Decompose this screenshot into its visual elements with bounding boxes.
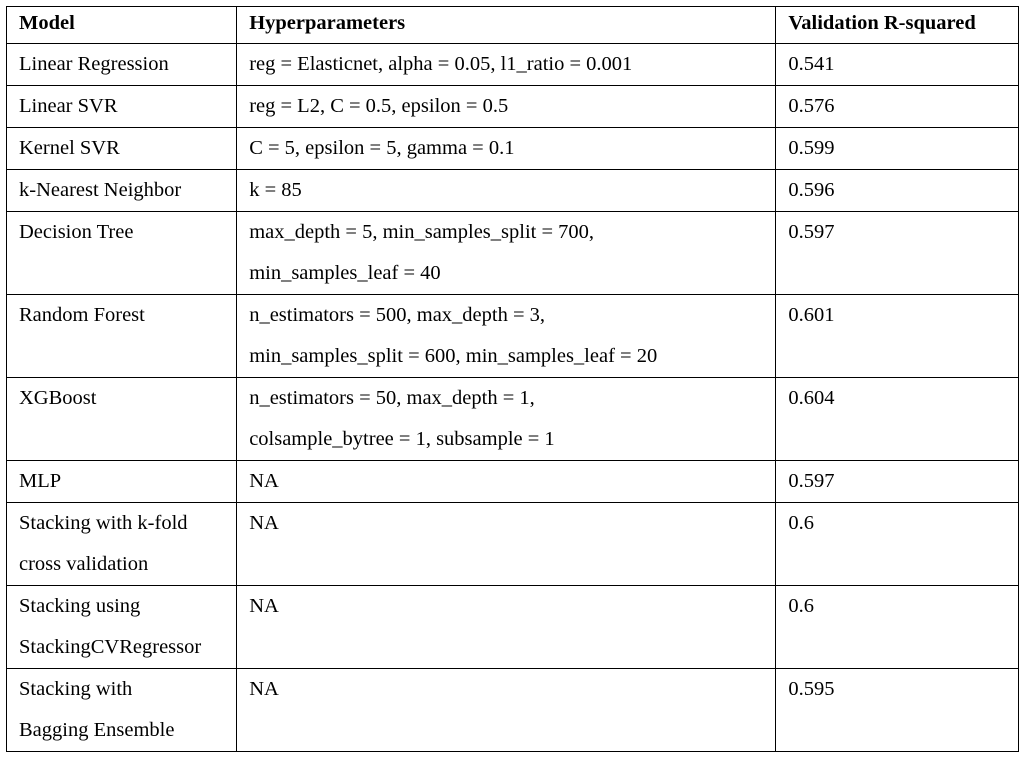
model-name: Linear Regression bbox=[19, 53, 169, 75]
table-row: k-Nearest Neighbor k = 85 0.596 bbox=[5, 169, 1019, 212]
model-name: Decision Tree bbox=[19, 221, 134, 243]
table-row: Linear SVR reg = L2, C = 0.5, epsilon = … bbox=[5, 85, 1019, 128]
r-squared-cell: 0.597 bbox=[775, 460, 1019, 503]
hyperparameters-text: colsample_bytree = 1, subsample = 1 bbox=[249, 428, 555, 450]
hyperparameters-cell: k = 85 bbox=[236, 169, 777, 212]
table-row: Stacking using StackingCVRegressor NA 0.… bbox=[5, 585, 1019, 669]
hyperparameters-cell: max_depth = 5, min_samples_split = 700, … bbox=[236, 211, 777, 295]
table-row: Stacking with k-fold cross validation NA… bbox=[5, 502, 1019, 586]
model-cell: Random Forest bbox=[5, 294, 238, 378]
hyperparameters-text: reg = Elasticnet, alpha = 0.05, l1_ratio… bbox=[249, 53, 633, 75]
header-row: Model Hyperparameters Validation R-squar… bbox=[5, 6, 1019, 44]
hyperparameters-cell: n_estimators = 50, max_depth = 1, colsam… bbox=[236, 377, 777, 461]
hyperparameters-text: NA bbox=[249, 595, 279, 617]
hyperparameters-text: max_depth = 5, min_samples_split = 700, bbox=[249, 221, 595, 243]
table-row: MLP NA 0.597 bbox=[5, 460, 1019, 503]
r-squared-cell: 0.597 bbox=[775, 211, 1019, 295]
hyperparameters-cell: NA bbox=[236, 460, 777, 503]
r-squared-cell: 0.599 bbox=[775, 127, 1019, 170]
hyperparameters-text: NA bbox=[249, 512, 279, 534]
header-model: Model bbox=[5, 6, 238, 44]
r-squared-cell: 0.6 bbox=[775, 502, 1019, 586]
hyperparameters-cell: reg = L2, C = 0.5, epsilon = 0.5 bbox=[236, 85, 777, 128]
hyperparameters-cell: reg = Elasticnet, alpha = 0.05, l1_ratio… bbox=[236, 43, 777, 86]
r-squared-cell: 0.596 bbox=[775, 169, 1019, 212]
hyperparameters-text: min_samples_split = 600, min_samples_lea… bbox=[249, 345, 658, 367]
r-squared-cell: 0.601 bbox=[775, 294, 1019, 378]
r-squared-cell: 0.595 bbox=[775, 668, 1019, 752]
hyperparameters-cell: NA bbox=[236, 668, 777, 752]
model-name: StackingCVRegressor bbox=[19, 636, 202, 658]
model-name: Bagging Ensemble bbox=[19, 719, 175, 741]
model-cell: MLP bbox=[5, 460, 238, 503]
model-name: cross validation bbox=[19, 553, 149, 575]
hyperparameters-text: n_estimators = 50, max_depth = 1, bbox=[249, 387, 535, 409]
table-row: Stacking with Bagging Ensemble NA 0.595 bbox=[5, 668, 1019, 752]
hyperparameters-cell: C = 5, epsilon = 5, gamma = 0.1 bbox=[236, 127, 777, 170]
hyperparameters-text: NA bbox=[249, 470, 279, 492]
hyperparameters-cell: n_estimators = 500, max_depth = 3, min_s… bbox=[236, 294, 777, 378]
model-name: Stacking using bbox=[19, 595, 141, 617]
r-squared-cell: 0.576 bbox=[775, 85, 1019, 128]
header-validation-r-squared: Validation R-squared bbox=[775, 6, 1019, 44]
model-cell: Linear SVR bbox=[5, 85, 238, 128]
hyperparameters-text: reg = L2, C = 0.5, epsilon = 0.5 bbox=[249, 95, 509, 117]
table-row: XGBoost n_estimators = 50, max_depth = 1… bbox=[5, 377, 1019, 461]
r-squared-cell: 0.541 bbox=[775, 43, 1019, 86]
table-row: Decision Tree max_depth = 5, min_samples… bbox=[5, 211, 1019, 295]
table-row: Random Forest n_estimators = 500, max_de… bbox=[5, 294, 1019, 378]
model-name: MLP bbox=[19, 470, 62, 492]
model-name: Stacking with bbox=[19, 678, 133, 700]
model-cell: Stacking with Bagging Ensemble bbox=[5, 668, 238, 752]
table-row: Linear Regression reg = Elasticnet, alph… bbox=[5, 43, 1019, 86]
hyperparameters-text: n_estimators = 500, max_depth = 3, bbox=[249, 304, 546, 326]
model-cell: Decision Tree bbox=[5, 211, 238, 295]
hyperparameters-text: C = 5, epsilon = 5, gamma = 0.1 bbox=[249, 137, 515, 159]
model-name: Kernel SVR bbox=[19, 137, 120, 159]
hyperparameters-text: k = 85 bbox=[249, 179, 302, 201]
model-name: XGBoost bbox=[19, 387, 97, 409]
model-cell: Linear Regression bbox=[5, 43, 238, 86]
model-cell: Stacking using StackingCVRegressor bbox=[5, 585, 238, 669]
hyperparameters-text: NA bbox=[249, 678, 279, 700]
r-squared-cell: 0.604 bbox=[775, 377, 1019, 461]
r-squared-cell: 0.6 bbox=[775, 585, 1019, 669]
hyperparameters-cell: NA bbox=[236, 585, 777, 669]
model-cell: Kernel SVR bbox=[5, 127, 238, 170]
hyperparameters-cell: NA bbox=[236, 502, 777, 586]
model-cell: k-Nearest Neighbor bbox=[5, 169, 238, 212]
table-row: Kernel SVR C = 5, epsilon = 5, gamma = 0… bbox=[5, 127, 1019, 170]
model-name: Random Forest bbox=[19, 304, 145, 326]
model-name: Linear SVR bbox=[19, 95, 118, 117]
results-table: Model Hyperparameters Validation R-squar… bbox=[5, 6, 1019, 752]
model-cell: Stacking with k-fold cross validation bbox=[5, 502, 238, 586]
hyperparameters-text: min_samples_leaf = 40 bbox=[249, 262, 441, 284]
model-name: k-Nearest Neighbor bbox=[19, 179, 182, 201]
model-name: Stacking with k-fold bbox=[19, 512, 188, 534]
header-hyperparameters: Hyperparameters bbox=[236, 6, 777, 44]
model-cell: XGBoost bbox=[5, 377, 238, 461]
